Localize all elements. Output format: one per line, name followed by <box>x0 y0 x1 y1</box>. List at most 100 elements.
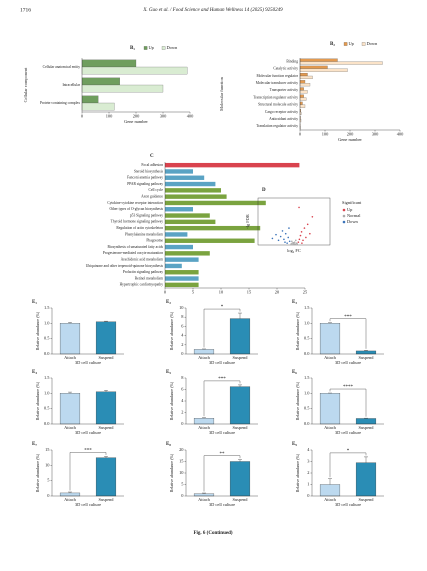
category-label: Retinol metabolism <box>135 276 163 280</box>
bar <box>96 458 116 496</box>
bar <box>60 393 80 424</box>
x-tick-label: 200 <box>133 114 140 119</box>
x-axis-label: log₂ FC <box>287 248 301 253</box>
legend-label: Down <box>167 45 179 50</box>
point <box>292 242 294 244</box>
category-label: Binding <box>286 59 298 63</box>
point <box>285 233 287 235</box>
legend-label: Down <box>367 41 379 46</box>
y-tick-label: 1.0 <box>44 390 50 395</box>
category-label: Progesterone-mediated oocyte maturation <box>103 251 163 255</box>
point <box>305 237 307 239</box>
y-axis-label: Relative abundance (%) <box>169 453 174 492</box>
y-tick-label: 15 <box>45 447 50 452</box>
y-tick-label: 0.5 <box>304 406 310 411</box>
y-tick-label: 0 <box>47 493 50 498</box>
y-tick-label: 1.5 <box>44 375 50 380</box>
y-tick-label: 5 <box>181 482 184 487</box>
bar <box>165 239 255 243</box>
bar <box>230 319 250 354</box>
error-bar <box>238 313 242 319</box>
point <box>300 235 302 237</box>
bar <box>165 270 199 274</box>
bar <box>300 80 305 83</box>
plot-frame <box>258 198 330 245</box>
y-tick-label: 0.5 <box>304 336 310 341</box>
bar <box>82 67 187 74</box>
x-tick-label: 0 <box>299 132 302 137</box>
x-axis-label: 3D cell culture <box>75 430 101 435</box>
category-label: Protein-containing complex <box>40 101 80 105</box>
category-label: Catalytic activity <box>273 67 298 71</box>
y-tick-label: 20 <box>179 447 184 452</box>
bar <box>165 207 193 211</box>
x-axis-label: 3D cell culture <box>335 502 361 507</box>
x-tick-label: 10 <box>219 290 224 295</box>
point <box>312 216 314 218</box>
x-tick-label: 20 <box>275 290 280 295</box>
bar <box>300 105 305 108</box>
y-axis-label: Relative abundance (%) <box>169 311 174 350</box>
point <box>283 239 285 241</box>
x-axis-label: 3D cell culture <box>209 502 235 507</box>
significance-mark: **** <box>343 385 354 390</box>
category-label: Biosynthesis of unsaturated fatty acids <box>108 245 164 249</box>
bar <box>165 257 199 261</box>
point <box>294 241 296 243</box>
category-label: Phenylalanine metabolism <box>125 232 163 236</box>
x-tick-label: 0 <box>164 290 167 295</box>
significance-mark: * <box>221 305 224 310</box>
error-bar <box>68 392 72 393</box>
error-bar <box>238 460 242 462</box>
bar <box>320 485 340 497</box>
significance-mark: * <box>347 449 350 454</box>
category-label: Structural molecule activity <box>258 103 298 107</box>
point <box>298 207 300 209</box>
x-tick-label: 400 <box>397 132 404 137</box>
y-tick-label: 2 <box>181 342 183 347</box>
bar <box>300 98 306 101</box>
bar <box>300 95 304 98</box>
y-tick-label: 0.0 <box>44 351 50 356</box>
x-axis-label: 3D cell culture <box>335 360 361 365</box>
x-tick-label: 300 <box>372 132 379 137</box>
bar <box>300 59 338 62</box>
bar <box>356 463 376 496</box>
panel-label: C <box>150 154 154 159</box>
bar <box>300 76 313 79</box>
bar <box>356 351 376 354</box>
bar <box>230 387 250 424</box>
x-tick-label: 200 <box>347 132 354 137</box>
bar <box>320 323 340 354</box>
y-axis-label: Molecular function <box>219 76 224 111</box>
category-label: Cell cycle <box>149 188 164 192</box>
x-axis-label: 3D cell culture <box>335 430 361 435</box>
y-tick-label: 2 <box>307 470 309 475</box>
legend-swatch <box>162 46 165 49</box>
legend-marker <box>343 215 346 218</box>
legend-swatch <box>144 46 147 49</box>
point <box>304 227 306 229</box>
point <box>301 231 303 233</box>
error-bar <box>238 385 242 387</box>
bar <box>165 169 193 173</box>
y-axis-label: Relative abundance (%) <box>295 453 300 492</box>
point <box>272 238 274 240</box>
y-tick-label: 1.0 <box>44 320 50 325</box>
x-tick-label: 0 <box>81 114 84 119</box>
point <box>280 236 282 238</box>
y-axis-label: Relative abundance (%) <box>169 381 174 420</box>
point <box>295 240 297 242</box>
x-tick-label: 5 <box>192 290 195 295</box>
significance-mark: ** <box>220 452 226 457</box>
category-label: Ubiquinone and other terpenoid-quinone b… <box>86 264 164 268</box>
bar <box>96 392 116 424</box>
y-tick-label: 0 <box>181 493 184 498</box>
y-tick-label: 4 <box>181 333 184 338</box>
panel-label: B₂ <box>330 42 335 47</box>
category-label: Intracellular <box>62 83 80 87</box>
point <box>275 234 277 236</box>
error-bar <box>104 390 108 392</box>
category-label: Phagosome <box>146 239 163 243</box>
